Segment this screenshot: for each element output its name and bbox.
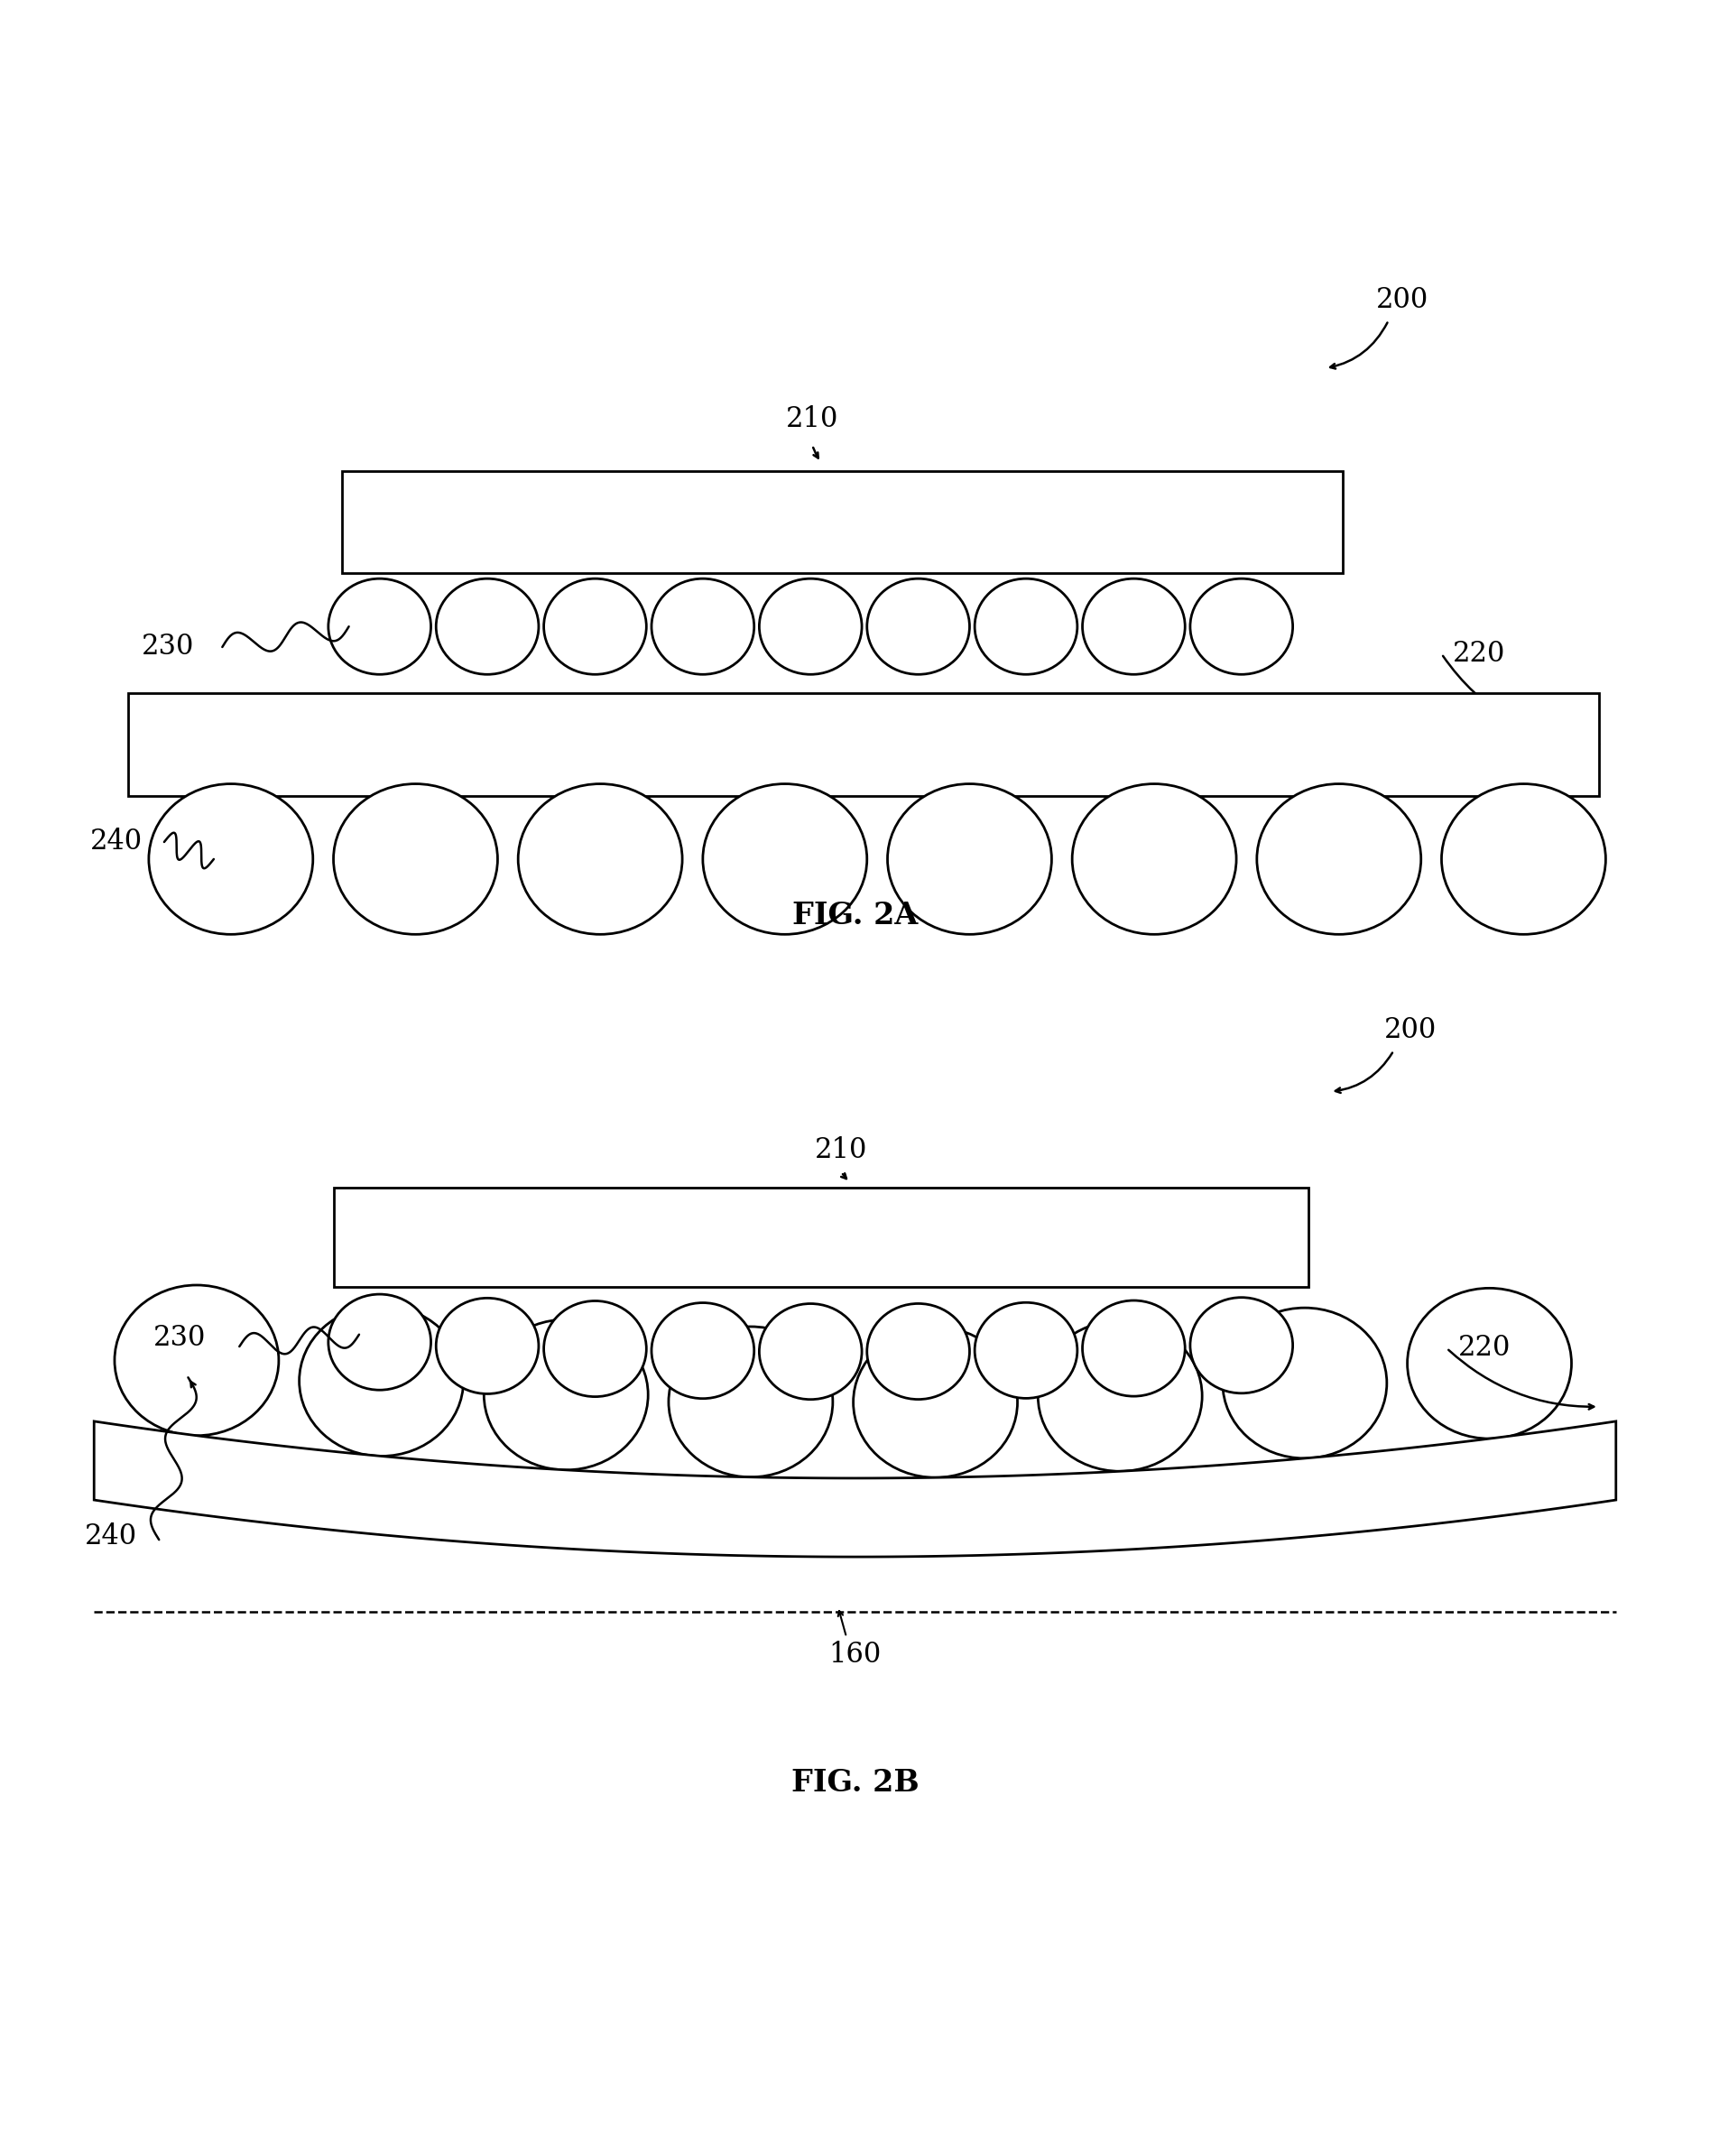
Text: 240: 240 bbox=[91, 828, 142, 856]
Polygon shape bbox=[94, 1421, 1616, 1557]
Ellipse shape bbox=[975, 578, 1077, 675]
Text: 220: 220 bbox=[1454, 640, 1505, 668]
Ellipse shape bbox=[975, 1302, 1077, 1399]
Ellipse shape bbox=[328, 578, 431, 675]
Ellipse shape bbox=[149, 785, 313, 934]
Ellipse shape bbox=[853, 1328, 1017, 1477]
Ellipse shape bbox=[299, 1307, 463, 1455]
Ellipse shape bbox=[1072, 785, 1236, 934]
Ellipse shape bbox=[115, 1285, 279, 1436]
Ellipse shape bbox=[759, 1304, 862, 1399]
Bar bbox=[333, 1188, 1308, 1287]
Text: 230: 230 bbox=[154, 1324, 205, 1352]
Ellipse shape bbox=[1082, 1300, 1185, 1397]
Text: 160: 160 bbox=[829, 1641, 881, 1669]
Text: 210: 210 bbox=[816, 1136, 867, 1164]
Ellipse shape bbox=[518, 785, 682, 934]
Ellipse shape bbox=[759, 578, 862, 675]
Ellipse shape bbox=[1082, 578, 1185, 675]
Text: 230: 230 bbox=[142, 634, 193, 662]
Ellipse shape bbox=[1190, 578, 1293, 675]
Ellipse shape bbox=[703, 785, 867, 934]
Text: FIG. 2A: FIG. 2A bbox=[792, 901, 918, 931]
Ellipse shape bbox=[1223, 1309, 1387, 1457]
Ellipse shape bbox=[652, 1302, 754, 1399]
Ellipse shape bbox=[887, 785, 1052, 934]
Ellipse shape bbox=[867, 578, 970, 675]
Ellipse shape bbox=[1442, 785, 1606, 934]
Ellipse shape bbox=[1257, 785, 1421, 934]
Text: FIG. 2B: FIG. 2B bbox=[792, 1768, 918, 1798]
Ellipse shape bbox=[436, 1298, 539, 1393]
Text: 240: 240 bbox=[86, 1522, 137, 1550]
Ellipse shape bbox=[544, 1300, 646, 1397]
Ellipse shape bbox=[436, 578, 539, 675]
Text: 210: 210 bbox=[787, 405, 838, 433]
Ellipse shape bbox=[1190, 1298, 1293, 1393]
Bar bbox=[342, 470, 1342, 573]
Ellipse shape bbox=[544, 578, 646, 675]
Text: 220: 220 bbox=[1459, 1335, 1510, 1363]
Ellipse shape bbox=[867, 1304, 970, 1399]
Text: 200: 200 bbox=[1385, 1015, 1436, 1044]
Ellipse shape bbox=[652, 578, 754, 675]
Ellipse shape bbox=[484, 1319, 648, 1470]
Text: 200: 200 bbox=[1377, 287, 1428, 315]
Bar bbox=[128, 694, 1599, 796]
Ellipse shape bbox=[1407, 1287, 1571, 1438]
Ellipse shape bbox=[328, 1294, 431, 1391]
Ellipse shape bbox=[1038, 1322, 1202, 1470]
Ellipse shape bbox=[669, 1326, 833, 1477]
Ellipse shape bbox=[333, 785, 498, 934]
